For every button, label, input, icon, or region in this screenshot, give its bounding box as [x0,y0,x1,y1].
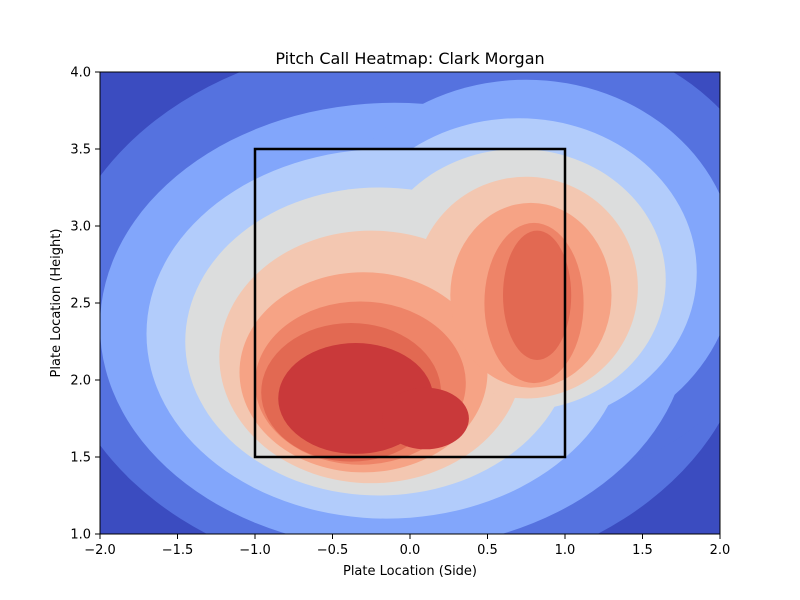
contour-level-9 [278,343,469,454]
y-tick-label: 3.5 [70,143,91,158]
x-tick-label: −2.0 [84,543,116,558]
x-axis-ticks: −2.0 −1.5 −1.0 −0.5 0.0 0.5 1.0 1.5 2.0 [84,534,730,558]
x-axis-label: Plate Location (Side) [343,564,477,579]
x-tick-label: 2.0 [710,543,731,558]
x-tick-label: −0.5 [317,543,349,558]
x-tick-label: 0.5 [477,543,498,558]
y-tick-label: 1.0 [70,528,91,543]
y-tick-label: 2.0 [70,374,91,389]
x-tick-label: −1.5 [162,543,194,558]
contour-level-9-lobe-2 [382,387,469,450]
contour-level-8-lobe-2 [502,230,572,360]
y-tick-label: 1.5 [70,451,91,466]
y-axis-ticks: 1.0 1.5 2.0 2.5 3.0 3.5 4.0 [70,66,100,543]
x-tick-label: 1.5 [632,543,653,558]
y-axis-label: Plate Location (Height) [49,229,64,378]
x-tick-label: 1.0 [555,543,576,558]
y-tick-label: 2.5 [70,297,91,312]
x-tick-label: −1.0 [239,543,271,558]
strike-zone-box [253,147,567,459]
x-tick-label: 0.0 [400,543,421,558]
y-tick-label: 4.0 [70,66,91,81]
chart-title: Pitch Call Heatmap: Clark Morgan [275,49,544,68]
y-tick-label: 3.0 [70,220,91,235]
plot-area [100,72,720,534]
